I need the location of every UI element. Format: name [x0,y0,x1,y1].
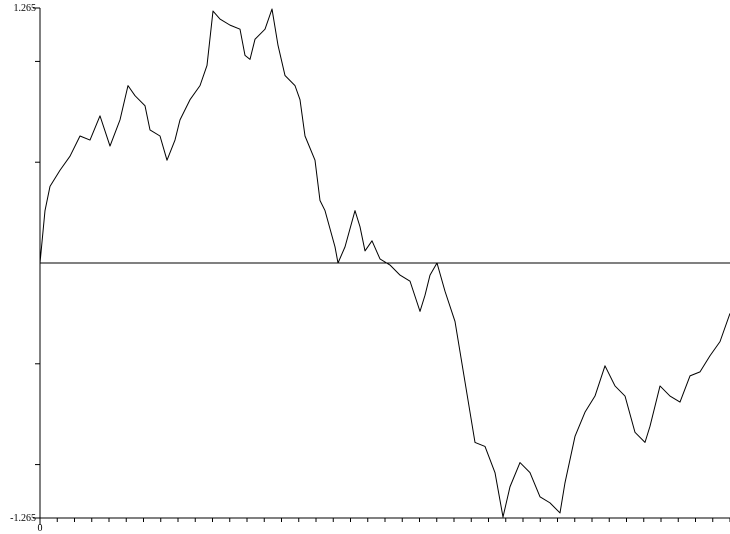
y-tick-label: -1.265 [10,513,36,524]
y-tick-label: 1.265 [14,3,37,14]
data-line [39,8,730,518]
x-tick-label: 0 [38,523,43,534]
